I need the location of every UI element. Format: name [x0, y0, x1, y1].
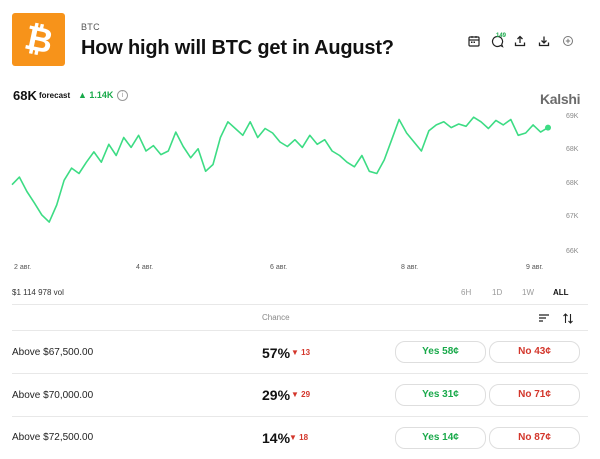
divider: [12, 330, 588, 331]
divider: [12, 416, 588, 417]
chance-column-header: Chance: [262, 313, 290, 322]
market-label: Above $67,500.00: [12, 347, 94, 358]
range-6h[interactable]: 6H: [461, 288, 472, 297]
reorder-icon[interactable]: [560, 310, 576, 326]
btc-logo: ₿: [12, 13, 65, 66]
x-tick-label: 9 авг.: [526, 264, 543, 271]
x-tick-label: 4 авг.: [136, 264, 153, 271]
y-tick-label: 69K: [566, 113, 579, 120]
forecast-change: ▲ 1.14K: [78, 90, 114, 100]
y-tick-label: 68K: [566, 146, 579, 153]
x-tick-label: 8 авг.: [401, 264, 418, 271]
buy-yes-button[interactable]: Yes 58¢: [395, 341, 486, 363]
buy-yes-button[interactable]: Yes 31¢: [395, 384, 486, 406]
chart-series-line: [11, 116, 549, 223]
bitcoin-icon: ₿: [20, 18, 57, 61]
x-tick-label: 6 авг.: [270, 264, 287, 271]
sort-icon[interactable]: [536, 310, 552, 326]
forecast-value: 68K: [13, 88, 37, 103]
market-chance: 29%: [262, 387, 291, 403]
x-tick-label: 2 авг.: [14, 264, 31, 271]
y-tick-label: 66K: [566, 248, 579, 255]
buy-no-button[interactable]: No 43¢: [489, 341, 580, 363]
market-delta: ▼ 13: [291, 348, 311, 357]
forecast-label: forecast: [39, 91, 71, 100]
range-1w[interactable]: 1W: [522, 288, 534, 297]
ticker-label: BTC: [81, 22, 100, 32]
calendar-icon[interactable]: [466, 33, 482, 49]
comments-icon[interactable]: [489, 33, 505, 49]
buy-no-button[interactable]: No 87¢: [489, 427, 580, 449]
info-icon[interactable]: i: [117, 90, 128, 101]
market-label: Above $70,000.00: [12, 390, 94, 401]
market-chance: 14%: [262, 430, 291, 446]
kalshi-logo: Kalshi: [540, 91, 581, 107]
add-icon[interactable]: [560, 33, 576, 49]
price-chart: 69K 68K 68K 67K 66K 2 авг. 4 авг. 6 авг. 8 авг.…: [11, 113, 579, 271]
range-1d[interactable]: 1D: [492, 288, 503, 297]
share-icon[interactable]: [512, 33, 528, 49]
range-all[interactable]: ALL: [553, 288, 569, 297]
comments-count-badge: 149: [496, 33, 507, 39]
download-icon[interactable]: [536, 33, 552, 49]
market-chance: 57%: [262, 345, 291, 361]
market-delta: ▼ 18: [289, 433, 309, 442]
divider: [12, 373, 588, 374]
buy-no-button[interactable]: No 71¢: [489, 384, 580, 406]
buy-yes-button[interactable]: Yes 14¢: [395, 427, 486, 449]
chart-current-point: [545, 124, 551, 131]
page-title: How high will BTC get in August?: [81, 37, 394, 59]
market-label: Above $72,500.00: [12, 432, 94, 443]
y-tick-label: 68K: [566, 180, 579, 187]
y-tick-label: 67K: [566, 213, 579, 220]
divider: [12, 304, 588, 305]
volume-label: $1 114 978 vol: [12, 288, 64, 297]
market-delta: ▼ 29: [291, 390, 311, 399]
